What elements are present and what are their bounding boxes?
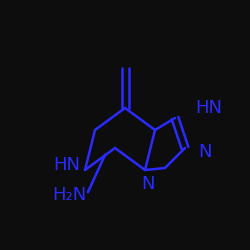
Text: HN: HN	[53, 156, 80, 174]
Text: N: N	[198, 143, 211, 161]
Text: N: N	[141, 175, 155, 193]
Text: H₂N: H₂N	[52, 186, 86, 204]
Text: HN: HN	[195, 99, 222, 117]
